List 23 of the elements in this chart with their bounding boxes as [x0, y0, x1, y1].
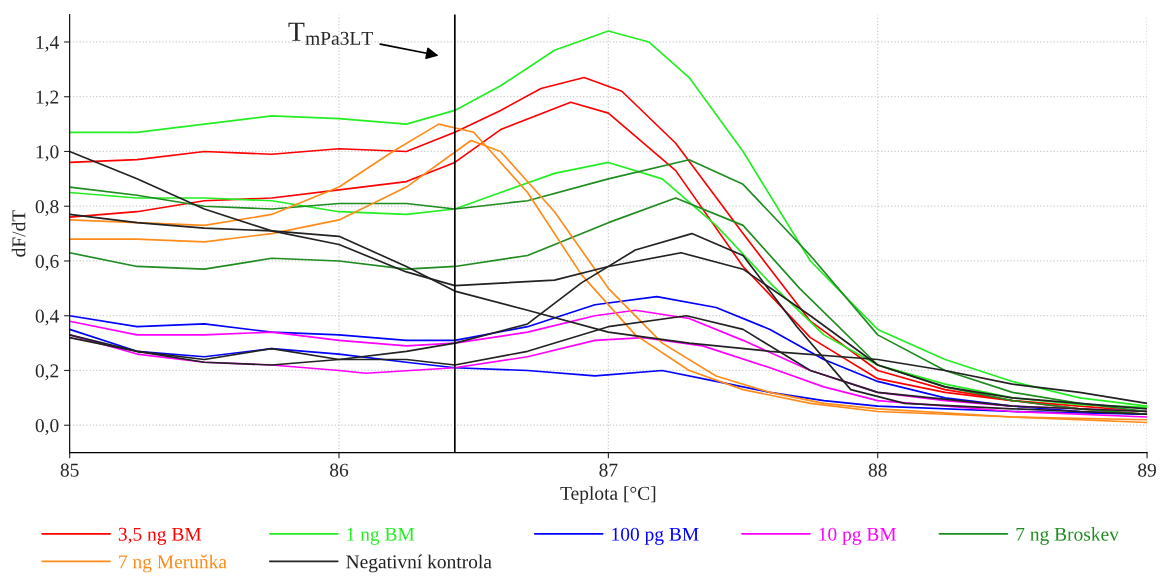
y-tick-label: 0,6: [35, 254, 59, 271]
legend-label: 100 pg BM: [612, 527, 699, 545]
legend-label: 1 ng BM: [347, 527, 415, 545]
x-tick-label: 85: [60, 463, 79, 477]
legend-label: 3,5 ng BM: [118, 527, 202, 545]
legend-label: Negativní kontrola: [346, 554, 492, 573]
y-tick-label: 0,4: [35, 309, 59, 326]
y-tick-label: 1,4: [36, 35, 59, 52]
y-tick-label: 0,8: [35, 200, 59, 216]
legend-label: 10 pg BM: [819, 527, 897, 545]
legend-label: 7 ng Broskev: [1016, 527, 1119, 545]
y-axis-title: dF/dT: [11, 210, 26, 257]
legend-label: 7 ng Meruňka: [119, 554, 227, 573]
x-axis-title: Teplota [°C]: [560, 486, 656, 504]
ref-line-label: T$_{mPa3LT}$: [288, 22, 373, 45]
x-tick-label: 89: [1138, 463, 1156, 477]
x-tick-label: 86: [330, 463, 349, 477]
y-tick-label: 1,2: [36, 90, 59, 107]
y-tick-label: 0,0: [35, 419, 59, 435]
y-tick-label: 1,0: [36, 145, 59, 162]
y-tick-label: 0,2: [35, 364, 59, 381]
x-tick-label: 88: [868, 463, 887, 477]
x-tick-label: 87: [599, 463, 618, 477]
